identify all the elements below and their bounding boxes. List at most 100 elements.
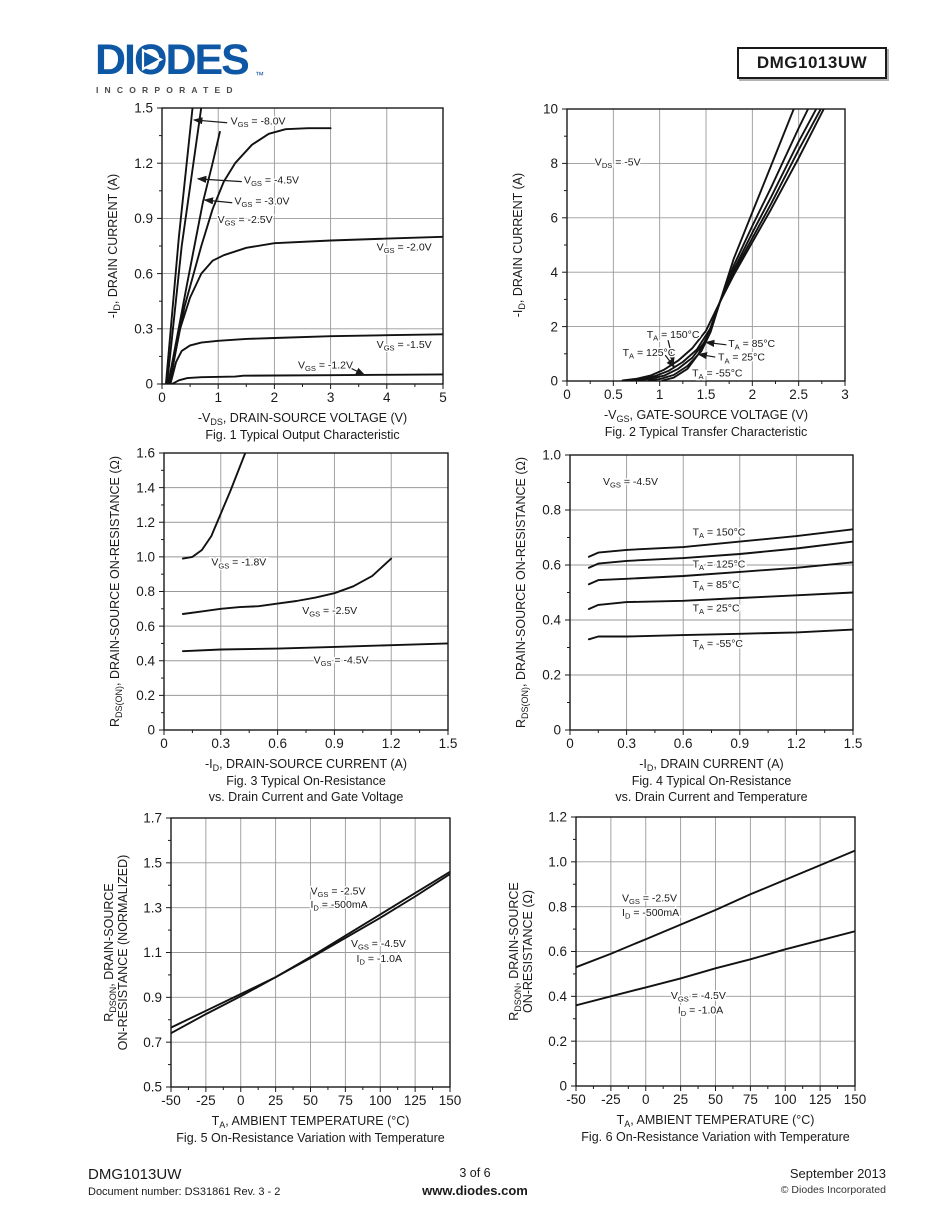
annotation-label: TA = 125°C — [693, 558, 746, 572]
x-tick-label: -50 — [161, 1093, 181, 1108]
x-tick-label: 0 — [158, 390, 166, 405]
plot-border — [170, 817, 451, 1088]
x-tick-label: 50 — [708, 1092, 723, 1107]
y-tick-label: 0.6 — [136, 619, 155, 634]
x-axis-label: TA, AMBIENT TEMPERATURE (°C) — [212, 1114, 410, 1130]
plot-border — [575, 816, 856, 1087]
annotation-label: VGS = -8.0V — [231, 116, 286, 130]
annotation-arrow — [664, 354, 676, 369]
annotation-label: VGS = -4.5V — [351, 938, 406, 952]
annotation-label: ID = -500mA — [622, 907, 679, 921]
series-line — [171, 873, 450, 1029]
y-tick-label: 0.5 — [143, 1080, 162, 1095]
series-group — [576, 849, 855, 1007]
y-tick-label: 1.2 — [134, 156, 153, 171]
series-group — [621, 109, 825, 381]
chart-caption: vs. Drain Current and Temperature — [615, 790, 807, 804]
y-axis-label: RDS(ON), DRAIN-SOURCE ON-RESISTANCE (Ω) — [108, 456, 124, 727]
series-line — [168, 127, 332, 384]
page-footer: DMG1013UW Document number: DS31861 Rev. … — [0, 1166, 950, 1212]
series-line — [167, 130, 221, 384]
x-tick-label: 25 — [673, 1092, 688, 1107]
x-tick-label: 1 — [656, 387, 664, 402]
x-tick-label: 100 — [774, 1092, 797, 1107]
y-tick-label: 0.3 — [134, 322, 153, 337]
y-tick-label: 10 — [543, 102, 558, 117]
plot-border — [161, 107, 444, 385]
annotation-label: VGS = -1.8V — [211, 557, 266, 571]
y-tick-label: 0 — [559, 1079, 567, 1094]
y-tick-label: 1.3 — [143, 900, 162, 915]
x-tick-label: 125 — [809, 1092, 832, 1107]
annotation-arrow — [192, 117, 228, 125]
series-line — [168, 235, 443, 384]
chart-fig4: VGS = -4.5V TA = 150°C TA = 125°C TA = 85°C… — [514, 448, 862, 804]
y-tick-label: 0.8 — [548, 899, 567, 914]
x-tick-label: 2 — [749, 387, 757, 402]
x-tick-label: 1.5 — [697, 387, 716, 402]
annotation-label: TA = -55°C — [693, 638, 744, 652]
series-line — [181, 453, 247, 560]
x-tick-label: 2.5 — [789, 387, 808, 402]
footer-left: DMG1013UW Document number: DS31861 Rev. … — [88, 1166, 280, 1198]
annotation-label: VGS = -2.0V — [377, 242, 432, 256]
y-tick-label: 1.2 — [548, 810, 567, 825]
series-group — [181, 453, 448, 653]
x-tick-label: 0.3 — [211, 736, 230, 751]
x-tick-label: -50 — [566, 1092, 586, 1107]
series-line — [621, 109, 825, 381]
annotation-label: ID = -1.0A — [357, 953, 402, 967]
series-line — [587, 561, 853, 586]
footer-part-number: DMG1013UW — [88, 1166, 182, 1183]
x-tick-label: 0.5 — [604, 387, 623, 402]
chart-caption: Fig. 5 On-Resistance Variation with Temp… — [176, 1131, 444, 1145]
y-tick-label: 4 — [550, 265, 558, 280]
plot-border — [566, 108, 846, 382]
x-tick-label: -25 — [601, 1092, 621, 1107]
x-tick-label: 75 — [338, 1093, 353, 1108]
annotation-label: TA = 85°C — [728, 338, 775, 352]
y-tick-label: 1.1 — [143, 945, 162, 960]
y-axis-label: -ID, DRAIN CURRENT (A) — [106, 174, 122, 318]
y-tick-label: 0.2 — [548, 1034, 567, 1049]
annotation-arrow — [667, 340, 675, 364]
annotation-arrow — [697, 352, 716, 360]
series-line — [181, 642, 448, 653]
annotation-label: VGS = -4.5V — [244, 174, 299, 188]
y-axis-label: RDSON, DRAIN-SOURCE — [507, 882, 523, 1021]
series-line — [587, 591, 853, 610]
x-tick-label: 1.5 — [439, 736, 458, 751]
y-tick-label: 0.8 — [136, 584, 155, 599]
logo-wordmark: DIODES — [95, 38, 248, 84]
y-tick-label: 8 — [550, 156, 558, 171]
annotation-label: VGS = -4.5V — [671, 990, 726, 1004]
chart-caption: Fig. 2 Typical Transfer Characteristic — [605, 425, 808, 439]
footer-center: 3 of 6 www.diodes.com — [375, 1166, 575, 1198]
y-tick-label: 0.2 — [136, 688, 155, 703]
x-tick-label: 100 — [369, 1093, 392, 1108]
logo-incorporated-label: INCORPORATED — [96, 85, 239, 95]
x-tick-label: 0 — [563, 387, 571, 402]
annotation-label: TA = 25°C — [693, 602, 740, 616]
x-tick-label: 0 — [160, 736, 168, 751]
series-line — [166, 108, 203, 384]
annotation-label: TA = 150°C — [647, 329, 700, 343]
y-tick-label: 0.4 — [136, 653, 155, 668]
footer-website-link[interactable]: www.diodes.com — [422, 1183, 528, 1198]
annotation-arrow — [347, 365, 366, 376]
y-axis-label: RDSON, DRAIN-SOURCE — [102, 883, 118, 1022]
diodes-logo: DIODES ™ INCORPORATED — [95, 36, 270, 104]
annotation-label: TA = 25°C — [718, 352, 765, 366]
x-tick-label: 0 — [642, 1092, 650, 1107]
x-tick-label: -25 — [196, 1093, 216, 1108]
x-tick-label: 0 — [566, 736, 574, 751]
series-group — [171, 870, 450, 1035]
series-group — [164, 108, 443, 384]
series-line — [587, 540, 853, 569]
x-tick-label: 125 — [404, 1093, 427, 1108]
annotation-arrow — [196, 175, 242, 183]
y-axis-label: -ID, DRAIN CURRENT (A) — [511, 173, 527, 317]
